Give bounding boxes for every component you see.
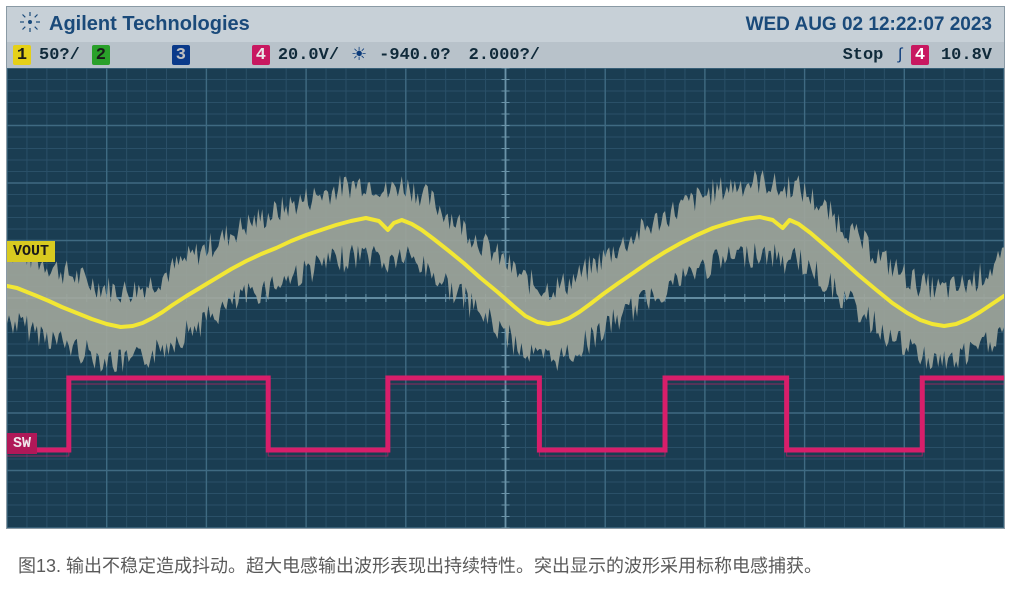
ch4-segment: 4 20.0V/ [252, 45, 345, 65]
ch4-value: 20.0V/ [272, 46, 345, 65]
ch4-badge: 4 [252, 45, 270, 65]
time-offset: -940.0? [373, 46, 456, 65]
timebase: 2.000?/ [463, 46, 546, 65]
ch1-badge: 1 [13, 45, 31, 65]
trigger-channel-badge: 4 [911, 45, 929, 65]
run-state: Stop [837, 46, 890, 65]
brand-text: Agilent Technologies [49, 13, 250, 36]
agilent-logo-icon [19, 11, 41, 38]
ch1-value: 50?/ [33, 46, 86, 65]
ch2-badge: 2 [92, 45, 110, 65]
trigger-edge-icon: ∫ [895, 46, 905, 64]
trigger-level: 10.8V [935, 46, 998, 65]
figure-container: Agilent Technologies WED AUG 02 12:22:07… [0, 0, 1011, 607]
ch1-segment: 1 50?/ [13, 45, 86, 65]
ch3-badge: 3 [172, 45, 190, 65]
datetime-text: WED AUG 02 12:22:07 2023 [746, 14, 992, 36]
channel-info-bar: 1 50?/ 2 3 4 20.0V/ ☀ -940.0? 2.000?/ St… [7, 42, 1004, 68]
waveform-svg [7, 68, 1004, 528]
scope-header: Agilent Technologies WED AUG 02 12:22:07… [7, 7, 1004, 42]
sw-channel-label: SW [7, 433, 37, 454]
header-left: Agilent Technologies [19, 11, 250, 38]
vout-channel-label: VOUT [7, 241, 55, 262]
intensity-icon: ☀ [351, 44, 367, 66]
waveform-display: VOUT SW [7, 68, 1004, 528]
oscilloscope-frame: Agilent Technologies WED AUG 02 12:22:07… [6, 6, 1005, 529]
figure-caption: 图13. 输出不稳定造成抖动。超大电感输出波形表现出持续特性。突出显示的波形采用… [6, 529, 1005, 588]
